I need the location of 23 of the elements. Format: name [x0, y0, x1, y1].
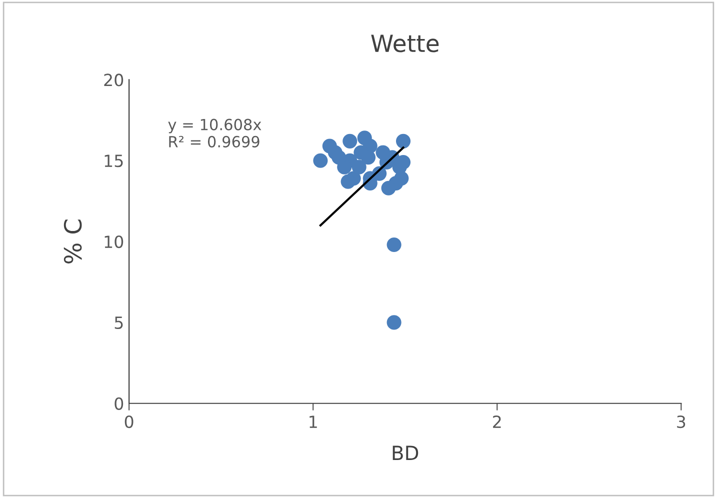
y-axis-title: % C [64, 220, 82, 264]
point [342, 134, 358, 148]
y-tick-label: 10 [104, 235, 124, 248]
x-tick-label: 2 [493, 415, 501, 428]
point [396, 134, 411, 148]
point [381, 180, 396, 196]
point [313, 153, 328, 168]
x-tick-label: 1 [310, 416, 317, 428]
x-tick-label: 3 [677, 415, 686, 428]
x-tick-label: 0 [124, 415, 134, 428]
point [332, 150, 346, 165]
annotation: y = 10.608x R² = 0.9699 [168, 118, 262, 148]
point [352, 160, 366, 174]
y-tick-label: 20 [104, 74, 124, 86]
chart-title: Wette [371, 34, 439, 52]
y-tick-label: 5 [114, 316, 123, 330]
point [386, 315, 402, 330]
x-axis-title: BD [392, 446, 418, 460]
point [376, 145, 390, 160]
y-tick-label: 15 [104, 154, 123, 168]
y-tick-label: 0 [114, 397, 124, 410]
point [386, 237, 402, 252]
point [340, 174, 356, 189]
